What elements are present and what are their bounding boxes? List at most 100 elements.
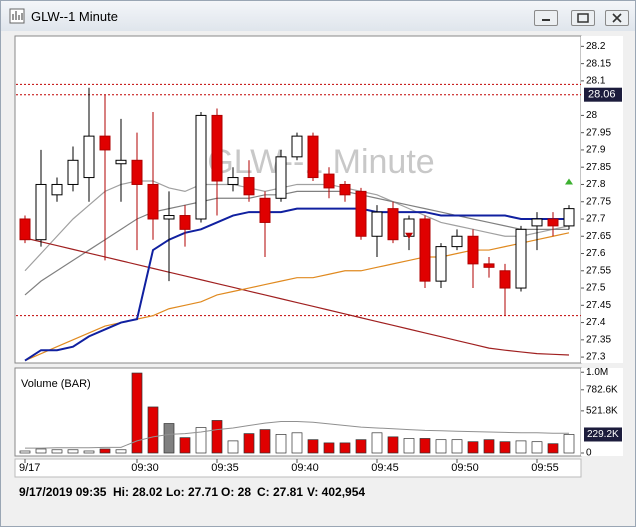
volume-bar (499, 441, 511, 454)
volume-bar (563, 434, 575, 454)
candle-body (259, 197, 271, 223)
volume-bar (355, 439, 367, 454)
y-tick-label: 28.15 (586, 58, 611, 69)
volume-bar (419, 438, 431, 454)
candle-body (35, 183, 47, 241)
price-marker-box (584, 87, 622, 102)
indicator-line (24, 207, 569, 362)
volume-bar (339, 442, 351, 454)
volume-bar (51, 449, 63, 454)
y-tick-label: 27.75 (586, 196, 611, 207)
volume-bar (67, 449, 79, 454)
candle-body (99, 135, 111, 151)
volume-bar (387, 436, 399, 454)
indicator-line (24, 180, 570, 272)
candle-body (67, 159, 79, 185)
candle-body (371, 211, 383, 237)
candle-body (51, 183, 63, 196)
x-tick-label: 09:55 (531, 462, 559, 474)
x-tick-label: 09:40 (291, 462, 319, 474)
volume-y-tick-label: 0 (586, 448, 592, 459)
price-marker-label: 28.06 (588, 89, 616, 101)
volume-bar (115, 449, 127, 454)
volume-bar (403, 438, 415, 454)
y-tick-label: 27.8 (586, 179, 606, 190)
candle-body (531, 218, 543, 227)
y-tick-label: 28.1 (586, 76, 606, 87)
candle-body (387, 208, 399, 241)
x-tick-label: 09:30 (131, 462, 159, 474)
y-tick-label: 27.3 (586, 352, 606, 363)
volume-y-tick-label: 782.6K (586, 384, 618, 395)
candle-body (515, 228, 527, 289)
volume-bar (83, 450, 95, 454)
volume-bar (435, 439, 447, 454)
y-tick-label: 27.5 (586, 283, 606, 294)
chart: GLW--1 Minute Volume (BAR) 9/17/2019 09:… (14, 35, 623, 499)
candle-body (323, 173, 335, 189)
x-tick-label: 09:35 (211, 462, 239, 474)
candle-body (147, 183, 159, 220)
volume-average (25, 421, 569, 449)
volume-y-tick-label: 521.8K (586, 405, 618, 416)
volume-bar (451, 439, 463, 454)
volume-y-tick-label: 1.0M (586, 367, 608, 378)
y-tick-label: 28 (586, 110, 598, 121)
y-tick-label: 27.6 (586, 248, 606, 259)
title-bar: GLW--1 Minute (1, 1, 635, 31)
volume-bar (131, 372, 143, 454)
candle-body (163, 215, 175, 220)
candle-body (83, 135, 95, 179)
indicator-line (24, 237, 570, 356)
candle-body (307, 135, 319, 179)
volume-bar (147, 406, 159, 454)
volume-bar (163, 423, 175, 454)
candle-body (115, 159, 127, 165)
y-tick-label: 27.55 (586, 265, 611, 276)
candle-body (355, 190, 367, 237)
volume-bar (19, 450, 31, 454)
buy-signal (565, 178, 573, 185)
x-tick-label: 09:50 (451, 462, 479, 474)
volume-bar (291, 432, 303, 454)
candle-body (243, 177, 255, 196)
candle-body (547, 218, 559, 227)
status-high: Hi: 28.02 (113, 485, 163, 499)
candle-body (227, 177, 239, 185)
candle-body (291, 135, 303, 158)
y-tick-label: 27.85 (586, 162, 611, 173)
volume-bar (483, 439, 495, 454)
candle-body (179, 215, 191, 230)
x-tick-label: 9/17 (19, 462, 40, 474)
volume-bar (307, 439, 319, 454)
candle-body (451, 235, 463, 248)
maximize-button[interactable] (571, 10, 595, 26)
status-volume: V: 402,954 (307, 485, 365, 499)
candle-body (483, 263, 495, 268)
candle-body (563, 208, 575, 227)
minimize-button[interactable] (534, 10, 558, 26)
sell-signal (405, 232, 413, 239)
candle-body (275, 156, 287, 199)
y-tick-label: 28.2 (586, 41, 606, 52)
candle-body (499, 270, 511, 289)
close-button[interactable] (605, 10, 629, 26)
candle-body (195, 114, 207, 220)
volume-bar (323, 442, 335, 454)
status-open: O: 28 (221, 485, 251, 499)
candle-body (339, 183, 351, 196)
volume-bar (259, 429, 271, 454)
status-close: C: 27.81 (257, 485, 303, 499)
volume-bar (243, 433, 255, 454)
candle-body (19, 218, 31, 241)
volume-bar (371, 432, 383, 454)
status-date: 9/17/2019 09:35 (19, 485, 107, 499)
volume-bar (211, 420, 223, 454)
y-tick-label: 27.35 (586, 334, 611, 345)
volume-bar (227, 440, 239, 454)
app-icon (9, 8, 25, 24)
volume-bar (275, 434, 287, 454)
y-tick-label: 27.95 (586, 127, 611, 138)
volume-bar (515, 440, 527, 454)
window-title: GLW--1 Minute (31, 9, 118, 24)
